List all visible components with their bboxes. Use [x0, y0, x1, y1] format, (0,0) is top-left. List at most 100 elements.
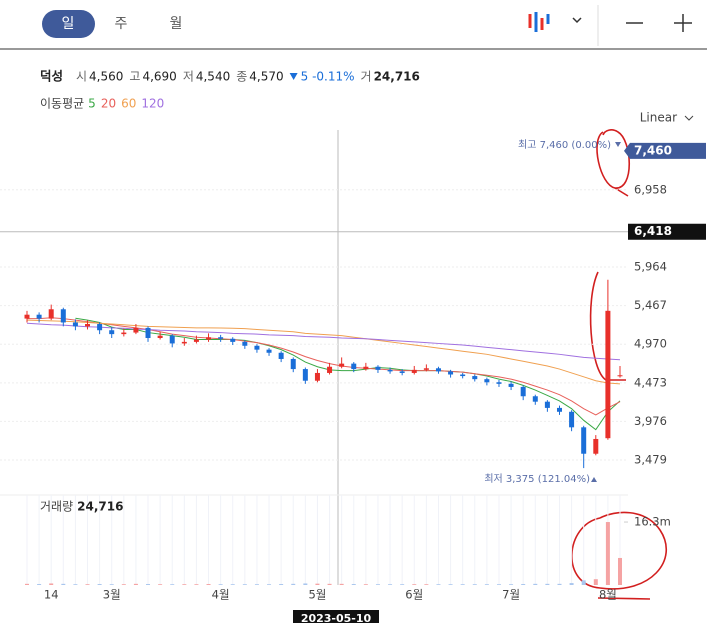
volume-bar — [279, 584, 284, 585]
candle-body — [556, 407, 562, 412]
volume-bar — [581, 580, 586, 585]
volume-bar — [521, 584, 526, 585]
legend-entry: 60 — [121, 97, 136, 111]
crosshair-date: 2023-05-10 — [301, 612, 372, 623]
volume-bar — [593, 579, 598, 585]
candle-body — [24, 314, 30, 319]
volume-bar — [109, 584, 114, 585]
candle-body — [193, 339, 199, 342]
candle-body — [351, 363, 357, 370]
candle-body — [496, 382, 502, 384]
volume-bar — [194, 584, 199, 585]
candle-body — [97, 324, 103, 331]
candle-body — [387, 369, 393, 372]
volume-title: 거래량 — [40, 500, 73, 514]
low-marker — [591, 477, 597, 482]
candle-body — [48, 309, 54, 319]
tab[interactable]: 주 — [115, 16, 128, 32]
candle-body — [157, 335, 163, 338]
volume-bar — [533, 583, 538, 585]
candle-body — [218, 337, 224, 339]
x-tick-label: 14 — [44, 588, 59, 602]
y-tick-label: 3,976 — [634, 414, 667, 428]
hand-mark — [589, 271, 626, 381]
volume-bar — [569, 583, 574, 585]
scale-toggle[interactable]: Linear — [640, 111, 677, 125]
quote-label: 종 — [236, 70, 247, 84]
volume-bar — [242, 584, 247, 585]
chart-type-icon[interactable] — [528, 12, 582, 32]
volume-bar — [49, 583, 54, 585]
legend-entry: 120 — [141, 97, 164, 111]
y-tick-label: 5,467 — [634, 298, 667, 312]
candle-body — [145, 327, 151, 338]
volume-bar — [484, 584, 489, 585]
candle-body — [460, 374, 466, 377]
date-tooltip — [293, 610, 379, 623]
tab-active[interactable] — [42, 10, 95, 38]
volume-bar — [509, 584, 514, 585]
volume-bar — [557, 583, 562, 585]
candle-body — [617, 375, 623, 377]
candle-body — [85, 324, 91, 327]
candle-body — [36, 314, 42, 319]
scale-caret[interactable] — [684, 115, 694, 121]
last-price: 7,460 — [634, 143, 672, 157]
x-tick-label: 8월 — [599, 588, 617, 602]
volume-bar — [496, 584, 501, 585]
y-tick-label: 16.3m — [634, 515, 671, 529]
candle-body — [121, 332, 127, 335]
candle-body — [133, 327, 139, 333]
candle-body — [411, 369, 417, 373]
volume-bar — [375, 584, 380, 585]
volume-bar — [315, 583, 320, 585]
candle-body — [593, 438, 599, 454]
volume-bar — [303, 583, 308, 585]
ma-line — [27, 317, 621, 416]
tab[interactable]: 일 — [62, 16, 75, 32]
volume-bar — [339, 583, 344, 585]
hand-circle — [596, 129, 631, 189]
candle-body — [206, 337, 212, 340]
x-tick-label: 4월 — [212, 588, 230, 602]
volume-bar — [182, 584, 187, 585]
candle-body — [435, 368, 441, 372]
volume-bar — [436, 584, 441, 585]
quote-value: 4,690 — [142, 70, 176, 84]
hand-mark — [597, 597, 651, 600]
volume-bar — [230, 584, 235, 585]
candle-body — [569, 411, 575, 428]
crosshair-price: 6,418 — [634, 224, 672, 238]
candle-body — [484, 379, 490, 383]
ma-line — [75, 317, 621, 431]
candle-body — [266, 349, 272, 353]
x-tick-label: 7월 — [502, 588, 520, 602]
zoom-in[interactable] — [674, 14, 692, 32]
legend-entry: 5 — [88, 97, 96, 111]
tab[interactable]: 월 — [170, 16, 183, 32]
candle-body — [375, 366, 381, 370]
volume-bar — [605, 522, 610, 585]
candle-body — [60, 309, 66, 323]
volume-bar — [158, 584, 163, 585]
change: 5 -0.11% — [301, 70, 355, 84]
volume-bar — [400, 584, 405, 585]
volume-bar — [412, 584, 417, 585]
ma-line — [26, 319, 621, 385]
candle-body — [181, 341, 187, 344]
quote-label: 저 — [183, 70, 194, 84]
candle-body — [472, 376, 478, 380]
candle-body — [242, 341, 248, 346]
volume-bar — [291, 583, 296, 585]
candle-body — [314, 372, 320, 381]
quote-value: 4,560 — [89, 70, 123, 84]
candle-body — [399, 371, 405, 373]
volume-bar — [73, 584, 78, 585]
x-tick-label: 3월 — [103, 588, 121, 602]
volume-bar — [424, 584, 429, 585]
volume-bar — [472, 584, 477, 585]
volume-bar — [351, 584, 356, 585]
volume-bar — [448, 584, 453, 585]
quote-value: 24,716 — [374, 70, 420, 84]
candle-body — [109, 330, 115, 335]
